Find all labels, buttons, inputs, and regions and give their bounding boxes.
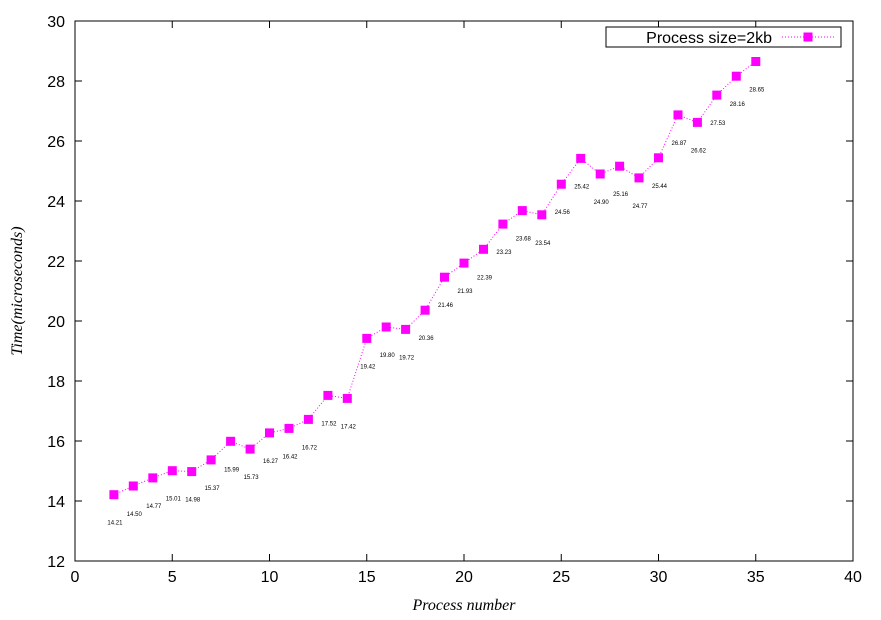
data-point (226, 436, 236, 446)
y-axis-label: Time(microseconds) (9, 226, 26, 355)
y-tick-label: 20 (47, 314, 65, 331)
data-label: 15.37 (205, 486, 221, 492)
data-point (751, 57, 761, 66)
data-point (128, 481, 138, 491)
x-tick-label: 30 (650, 569, 668, 586)
data-label: 14.77 (146, 504, 162, 510)
data-point (576, 153, 586, 163)
data-label: 25.44 (652, 184, 668, 190)
data-label: 24.56 (555, 210, 571, 216)
y-tick-label: 26 (47, 134, 65, 151)
data-point (342, 393, 352, 403)
data-label: 27.53 (710, 121, 726, 127)
axis-ticks: 0 5 10 15 20 25 30 35 40 12 14 16 18 20 22 24 26 28 30 (47, 14, 862, 586)
data-label: 21.93 (457, 289, 473, 295)
data-label: 14.98 (185, 498, 201, 504)
data-label: 15.99 (224, 467, 240, 473)
data-label: 20.36 (419, 336, 435, 342)
data-point (323, 390, 333, 400)
legend-marker-icon (803, 32, 813, 42)
data-point (517, 206, 527, 216)
data-point (265, 428, 274, 438)
data-label: 19.42 (360, 364, 376, 370)
data-point (167, 466, 177, 476)
data-label: 15.73 (244, 475, 260, 481)
data-point (479, 244, 488, 254)
data-label: 19.72 (399, 355, 415, 361)
x-tick-label: 0 (71, 569, 80, 586)
y-tick-label: 14 (47, 494, 65, 511)
legend-box (605, 26, 842, 48)
data-point (284, 423, 294, 433)
data-point (712, 90, 722, 100)
data-point (420, 305, 430, 315)
data-point (401, 324, 411, 334)
y-tick-label: 24 (47, 194, 65, 211)
data-label: 23.23 (496, 250, 512, 256)
data-point (148, 473, 158, 483)
data-point (459, 258, 469, 268)
data-point (206, 455, 216, 465)
data-label: 25.16 (613, 192, 629, 198)
data-point (381, 322, 391, 332)
x-tick-label: 15 (358, 569, 376, 586)
x-tick-label: 40 (844, 569, 862, 586)
y-tick-label: 30 (47, 14, 65, 31)
data-point (556, 179, 566, 189)
x-tick-label: 35 (747, 569, 765, 586)
data-point (654, 153, 663, 163)
legend-entry-label: Process size=2kb (646, 30, 772, 47)
x-tick-label: 10 (261, 569, 279, 586)
data-label: 24.77 (632, 204, 648, 210)
data-label: 14.50 (127, 512, 143, 518)
plot-area (74, 20, 854, 562)
x-tick-label: 5 (168, 569, 177, 586)
data-label: 15.01 (166, 497, 182, 503)
data-point (537, 210, 547, 220)
data-point (615, 161, 625, 171)
data-label: 26.62 (691, 148, 707, 154)
data-label: 24.90 (594, 200, 610, 206)
data-label: 17.42 (341, 424, 357, 430)
data-point (245, 444, 255, 454)
data-label: 14.21 (107, 521, 123, 527)
y-tick-label: 18 (47, 374, 65, 391)
x-tick-label: 20 (455, 569, 473, 586)
x-tick-label: 25 (552, 569, 570, 586)
legend: Process size=2kb (605, 26, 842, 48)
data-point (634, 173, 644, 183)
data-point (673, 110, 683, 120)
data-label: 23.54 (535, 241, 551, 247)
data-point (109, 490, 119, 500)
data-point (187, 467, 197, 477)
data-label: 21.46 (438, 303, 454, 309)
data-label: 17.52 (321, 421, 337, 427)
y-tick-label: 28 (47, 74, 65, 91)
data-point (692, 117, 702, 127)
data-label: 19.80 (380, 353, 396, 359)
x-axis-label: Process number (412, 597, 517, 614)
data-label: 28.16 (730, 102, 746, 108)
series-layer (109, 57, 761, 500)
data-point (731, 71, 741, 81)
y-tick-label: 16 (47, 434, 65, 451)
data-point (498, 219, 508, 229)
data-label: 16.72 (302, 445, 318, 451)
data-label: 25.42 (574, 184, 590, 190)
data-label: 16.42 (282, 454, 298, 460)
data-label: 26.87 (671, 141, 687, 147)
data-label: 16.27 (263, 459, 279, 465)
y-tick-label: 12 (47, 554, 65, 571)
data-point (595, 169, 605, 179)
data-point (303, 414, 313, 424)
data-label: 28.65 (749, 88, 765, 94)
data-point (362, 333, 372, 343)
data-label: 23.68 (516, 237, 532, 243)
data-point (440, 272, 449, 282)
y-tick-label: 22 (47, 254, 65, 271)
data-label: 22.39 (477, 275, 493, 281)
